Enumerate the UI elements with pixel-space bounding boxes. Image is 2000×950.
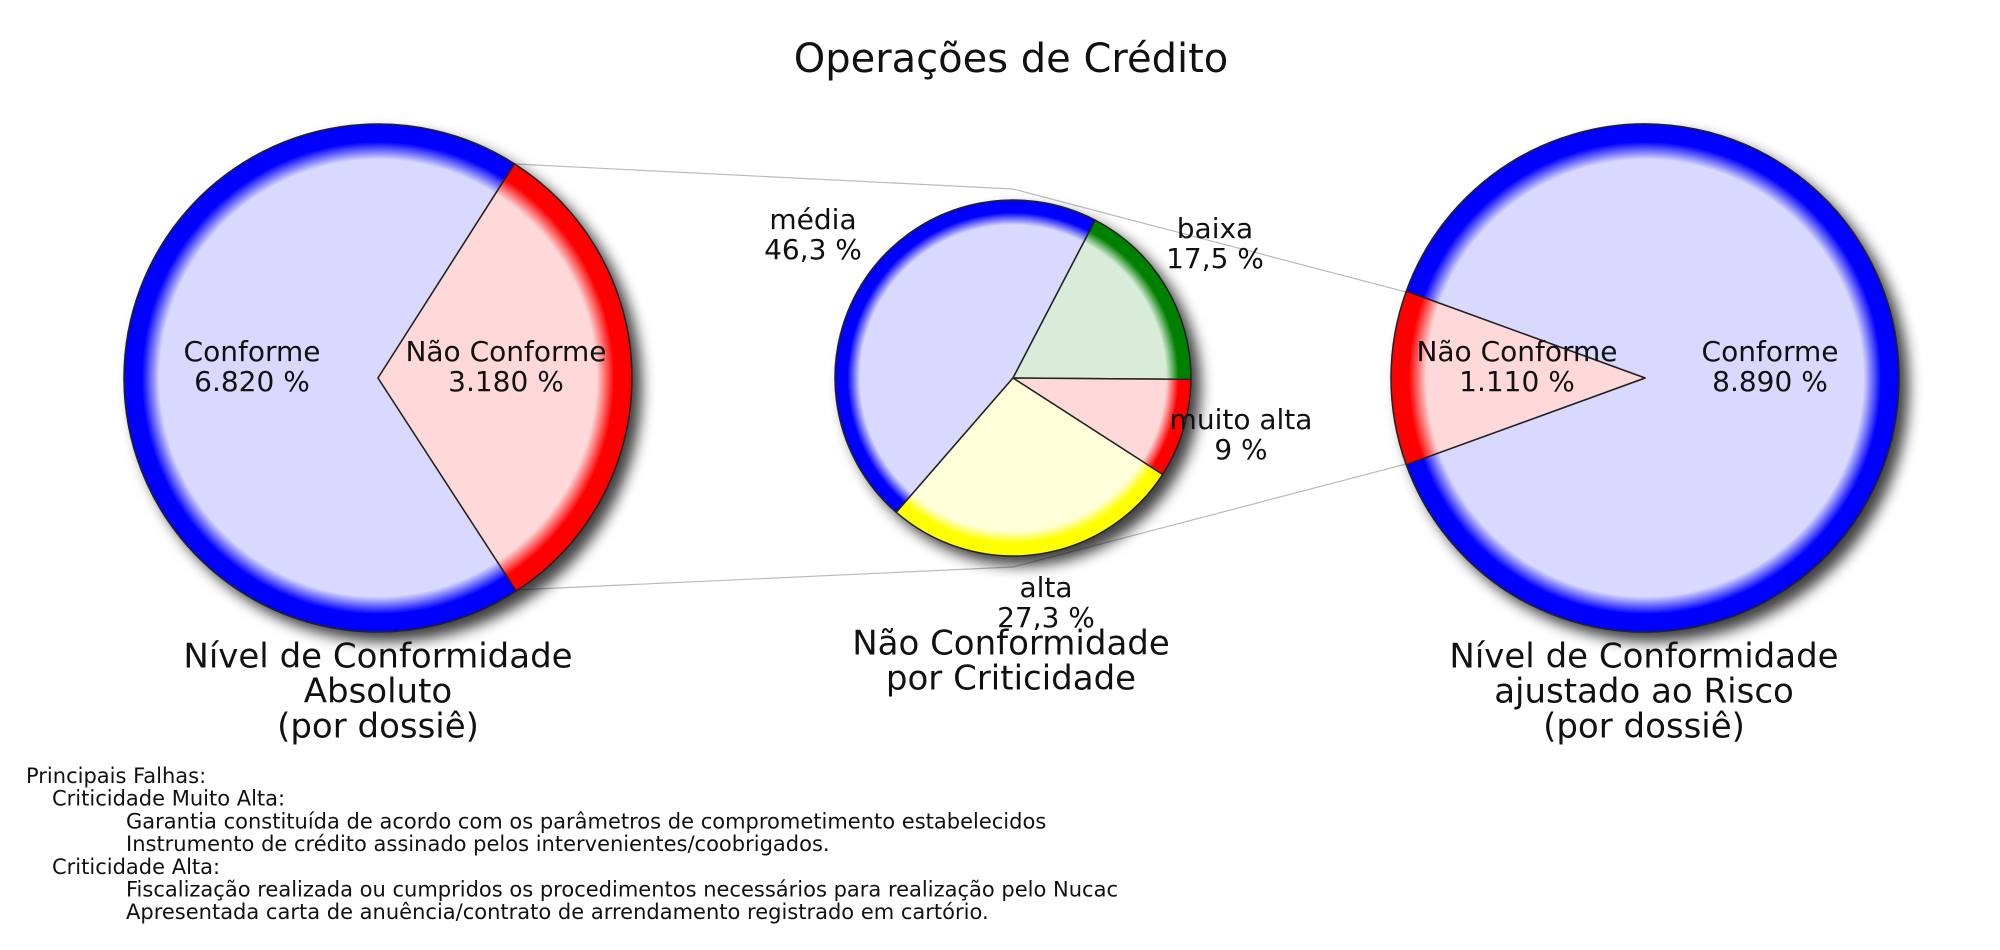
slice-value-label: 46,3 % bbox=[764, 233, 862, 266]
slice-value-label: 3.180 % bbox=[448, 365, 564, 398]
pie-slice bbox=[377, 163, 633, 592]
slice-label: Conforme bbox=[184, 335, 321, 368]
slice-label: Não Conforme bbox=[405, 335, 606, 368]
pie-title: ajustado ao Risco bbox=[1494, 672, 1794, 712]
slice-value-label: 9 % bbox=[1214, 433, 1267, 466]
connector-line bbox=[514, 566, 1014, 591]
connector-line bbox=[514, 163, 1014, 190]
notes-item: Garantia constituída de acordo com os pa… bbox=[126, 809, 1046, 833]
pie-slice bbox=[1012, 377, 1192, 476]
pie-slice bbox=[1012, 219, 1192, 381]
slice-value-label: 6.820 % bbox=[194, 365, 310, 398]
slice-value-label: 8.890 % bbox=[1712, 365, 1828, 398]
pie-title: Nível de Conformidade bbox=[1449, 637, 1838, 677]
slice-label: baixa bbox=[1177, 212, 1253, 245]
slice-value-label: 17,5 % bbox=[1166, 242, 1264, 275]
slice-label: Conforme bbox=[1702, 335, 1839, 368]
pie-slice bbox=[123, 123, 518, 633]
notes-group-title: Criticidade Alta: bbox=[52, 855, 220, 879]
pie-slice bbox=[834, 199, 1096, 514]
notes-item: Fiscalização realizada ou cumpridos os p… bbox=[126, 878, 1118, 902]
pie-title: Absoluto bbox=[304, 672, 452, 712]
pie-slice bbox=[1390, 290, 1646, 466]
slice-value-label: 1.110 % bbox=[1459, 365, 1575, 398]
pie-title: Não Conformidade bbox=[852, 624, 1170, 664]
slice-label: média bbox=[769, 203, 856, 236]
pie-title: (por dossiê) bbox=[277, 707, 479, 747]
pie-title: por Criticidade bbox=[886, 659, 1136, 699]
pie bbox=[834, 199, 1192, 557]
notes-group-title: Criticidade Muito Alta: bbox=[52, 787, 285, 811]
slice-label: alta bbox=[1019, 571, 1072, 604]
pie-slice bbox=[895, 377, 1164, 557]
pie-title: (por dossiê) bbox=[1543, 707, 1745, 747]
connector-line bbox=[1012, 188, 1407, 293]
notes-item: Instrumento de crédito assinado pelos in… bbox=[126, 832, 830, 856]
connector-line bbox=[1012, 463, 1407, 568]
pie bbox=[1390, 123, 1900, 633]
pie bbox=[123, 123, 633, 633]
pie-title: Nível de Conformidade bbox=[183, 637, 572, 677]
pie-slice bbox=[1405, 123, 1900, 633]
connectors bbox=[514, 163, 1407, 591]
slice-label: muito alta bbox=[1170, 403, 1313, 436]
page-title: Operações de Crédito bbox=[794, 36, 1229, 82]
slice-label: Não Conforme bbox=[1416, 335, 1617, 368]
notes-heading: Principais Falhas: bbox=[26, 764, 206, 788]
slice-value-label: 27,3 % bbox=[997, 601, 1095, 634]
notes-item: Apresentada carta de anuência/contrato d… bbox=[126, 900, 989, 924]
